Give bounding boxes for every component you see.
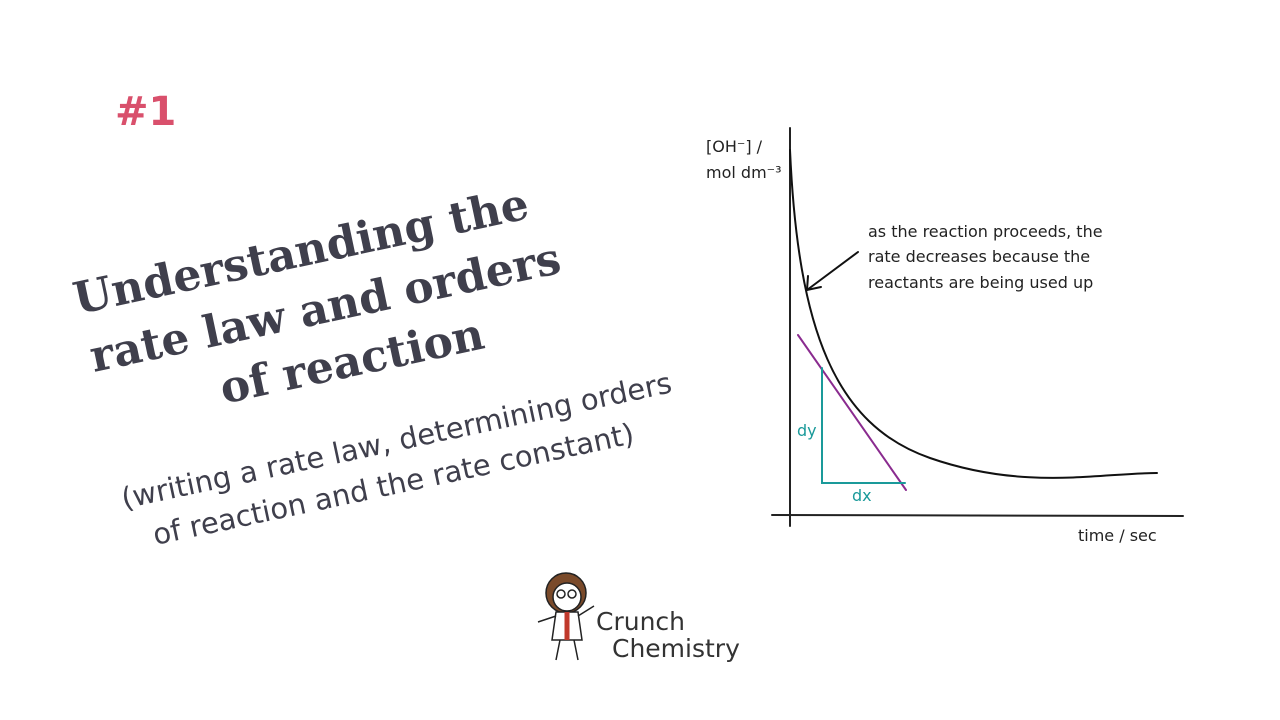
dy-label: dy	[797, 421, 817, 440]
logo-glasses	[556, 589, 566, 599]
arrow-head	[805, 275, 822, 292]
logo-text: Chemistry	[612, 634, 740, 663]
dx-label: dx	[852, 486, 872, 505]
badge: #1	[115, 89, 176, 135]
triangle	[821, 367, 906, 484]
annotation: rate decreases because the	[868, 247, 1090, 266]
x-label: time / sec	[1078, 526, 1157, 545]
curve	[789, 149, 1158, 479]
y-label: mol dm⁻³	[706, 163, 782, 182]
x-axis	[771, 514, 1184, 517]
arrow	[806, 251, 859, 291]
logo-face	[552, 582, 582, 612]
logo-glasses	[567, 589, 577, 599]
logo	[537, 572, 595, 661]
annotation: as the reaction proceeds, the	[868, 222, 1103, 241]
tangent	[797, 334, 907, 491]
y-label: [OH⁻] /	[706, 137, 763, 156]
graph	[771, 127, 1184, 527]
annotation: reactants are being used up	[868, 273, 1093, 292]
logo-text: Crunch	[596, 607, 685, 636]
logo-limbs	[537, 605, 595, 661]
